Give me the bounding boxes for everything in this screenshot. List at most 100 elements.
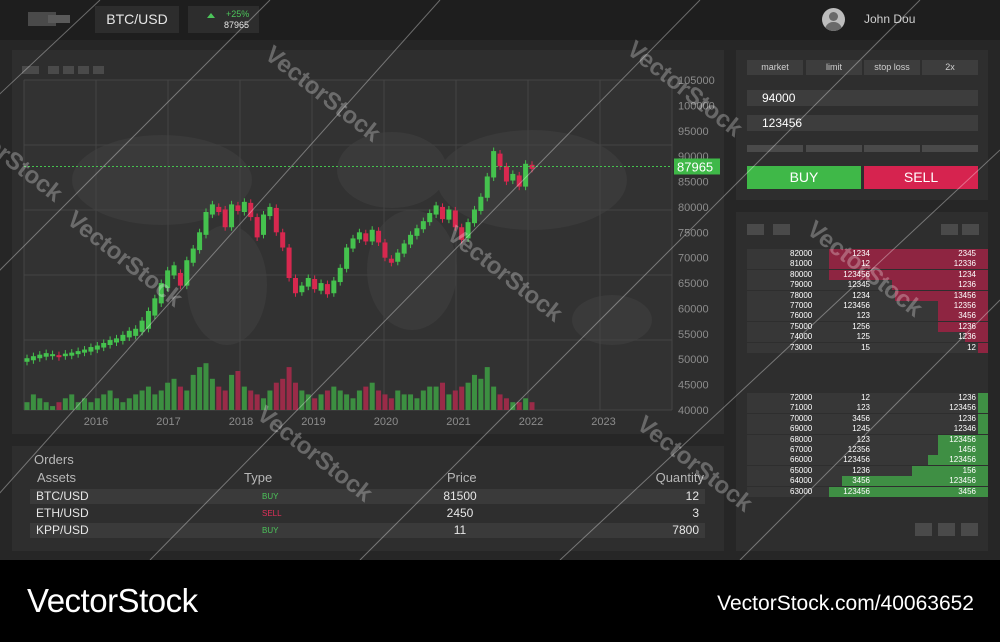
book-qty: 123456 (843, 301, 870, 310)
x-tick-label: 2018 (229, 416, 253, 428)
amount-input[interactable]: 123456 (747, 115, 978, 131)
bid-row[interactable]: 72000 12 1236 (747, 393, 988, 403)
bid-row[interactable]: 69000 1245 12346 (747, 424, 988, 435)
book-price: 66000 (790, 455, 813, 465)
bid-row[interactable]: 71000 123 123456 (747, 403, 988, 414)
x-tick-label: 2017 (156, 416, 180, 428)
candle-body (369, 229, 375, 242)
sell-button[interactable]: SELL (864, 166, 978, 189)
book-qty: 1234 (852, 290, 870, 300)
ask-row[interactable]: 74000 125 1236 (747, 332, 988, 343)
book-qty: 123 (856, 403, 870, 413)
chart-tool-button[interactable] (93, 66, 104, 74)
user-name[interactable]: John Dou (864, 12, 916, 26)
volume-bar (82, 398, 88, 410)
book-total: 12346 (953, 424, 976, 434)
row-background (747, 434, 978, 445)
book-price: 71000 (790, 403, 813, 413)
order-type: BUY (262, 492, 279, 501)
order-row[interactable]: ETH/USD SELL 2450 3 (30, 506, 705, 521)
chart-tool-button[interactable] (78, 66, 89, 74)
price-chart[interactable]: 1050001000009500090000850008000075000700… (12, 50, 724, 434)
volume-bar (446, 394, 452, 410)
book-tool-button[interactable] (915, 523, 932, 536)
candle-body (107, 339, 113, 346)
ask-row[interactable]: 77000 123456 12356 (747, 301, 988, 311)
volume-bar (331, 386, 337, 410)
ask-row[interactable]: 73000 15 12 (747, 342, 988, 353)
order-price: 81500 (443, 489, 477, 503)
amount-slider-segment[interactable] (922, 145, 978, 152)
pair-selector[interactable]: BTC/USD (95, 6, 179, 33)
volume-bar (516, 402, 522, 410)
row-background (747, 280, 978, 291)
buy-button[interactable]: BUY (747, 166, 861, 189)
candle-body (337, 267, 343, 283)
order-row[interactable]: KPP/USD BUY 11 7800 (30, 523, 705, 538)
book-tool-button[interactable] (773, 224, 790, 235)
volume-bar (420, 390, 426, 410)
ask-row[interactable]: 82000 1234 2345 (747, 249, 988, 259)
order-type: BUY (262, 526, 279, 535)
bid-row[interactable]: 65000 1236 156 (747, 465, 988, 476)
y-tick-label: 105000 (678, 75, 715, 87)
book-tool-button[interactable] (962, 224, 979, 235)
order-row[interactable]: BTC/USD BUY 81500 12 (30, 489, 705, 504)
ask-row[interactable]: 76000 123 3456 (747, 311, 988, 322)
order-type: SELL (262, 509, 282, 518)
book-tool-button[interactable] (941, 224, 958, 235)
candle-body (94, 345, 100, 350)
amount-slider-segment[interactable] (806, 145, 862, 152)
chart-tool-button[interactable] (63, 66, 74, 74)
amount-slider-segment[interactable] (747, 145, 803, 152)
book-tool-button[interactable] (961, 523, 978, 536)
chart-tool-button[interactable] (22, 66, 39, 74)
bid-row[interactable]: 70000 3456 1236 (747, 413, 988, 424)
book-qty: 12356 (847, 445, 870, 454)
avatar-icon[interactable] (822, 8, 845, 31)
volume-bar (197, 367, 203, 410)
book-tool-button[interactable] (938, 523, 955, 536)
bid-row[interactable]: 66000 123456 123456 (747, 455, 988, 466)
row-background (747, 301, 978, 311)
y-tick-label: 65000 (678, 278, 709, 290)
tab-stop-loss[interactable]: stop loss (864, 60, 920, 75)
book-total: 1234 (958, 269, 976, 279)
candle-body (261, 214, 267, 235)
bid-row[interactable]: 67000 12356 1456 (747, 445, 988, 455)
candle-body (88, 347, 94, 352)
tab-market[interactable]: market (747, 60, 803, 75)
price-input[interactable]: 94000 (747, 90, 978, 106)
ask-row[interactable]: 78000 1234 13456 (747, 290, 988, 301)
current-price-tag (674, 158, 720, 175)
candle-body (43, 353, 49, 357)
ask-row[interactable]: 80000 123456 1234 (747, 269, 988, 280)
bid-row[interactable]: 63000 123456 3456 (747, 486, 988, 497)
book-price: 77000 (790, 301, 813, 310)
candle-body (235, 205, 241, 211)
candle-body (382, 242, 388, 258)
tab-leverage[interactable]: 2x (922, 60, 978, 75)
tab-limit[interactable]: limit (806, 60, 862, 75)
y-tick-label: 55000 (678, 329, 709, 341)
ask-row[interactable]: 79000 12345 1236 (747, 280, 988, 291)
chart-tool-button[interactable] (48, 66, 59, 74)
volume-bar (350, 398, 356, 410)
ask-row[interactable]: 75000 1256 1236 (747, 321, 988, 332)
volume-bar (69, 394, 75, 410)
bid-row[interactable]: 68000 123 123456 (747, 434, 988, 445)
ask-row[interactable]: 81000 12 12336 (747, 259, 988, 270)
volume-bar (235, 371, 241, 410)
candle-body (312, 279, 318, 290)
book-tool-button[interactable] (747, 224, 764, 235)
row-background (747, 342, 978, 353)
amount-slider-segment[interactable] (864, 145, 920, 152)
bid-row[interactable]: 64000 3456 123456 (747, 476, 988, 487)
current-price-label: 87965 (677, 159, 713, 174)
volume-bar (126, 398, 132, 410)
depth-bar (829, 269, 988, 280)
candle-body (452, 210, 458, 228)
logo-icon (28, 12, 70, 26)
order-price: 11 (453, 523, 467, 537)
volume-bar (133, 394, 139, 410)
